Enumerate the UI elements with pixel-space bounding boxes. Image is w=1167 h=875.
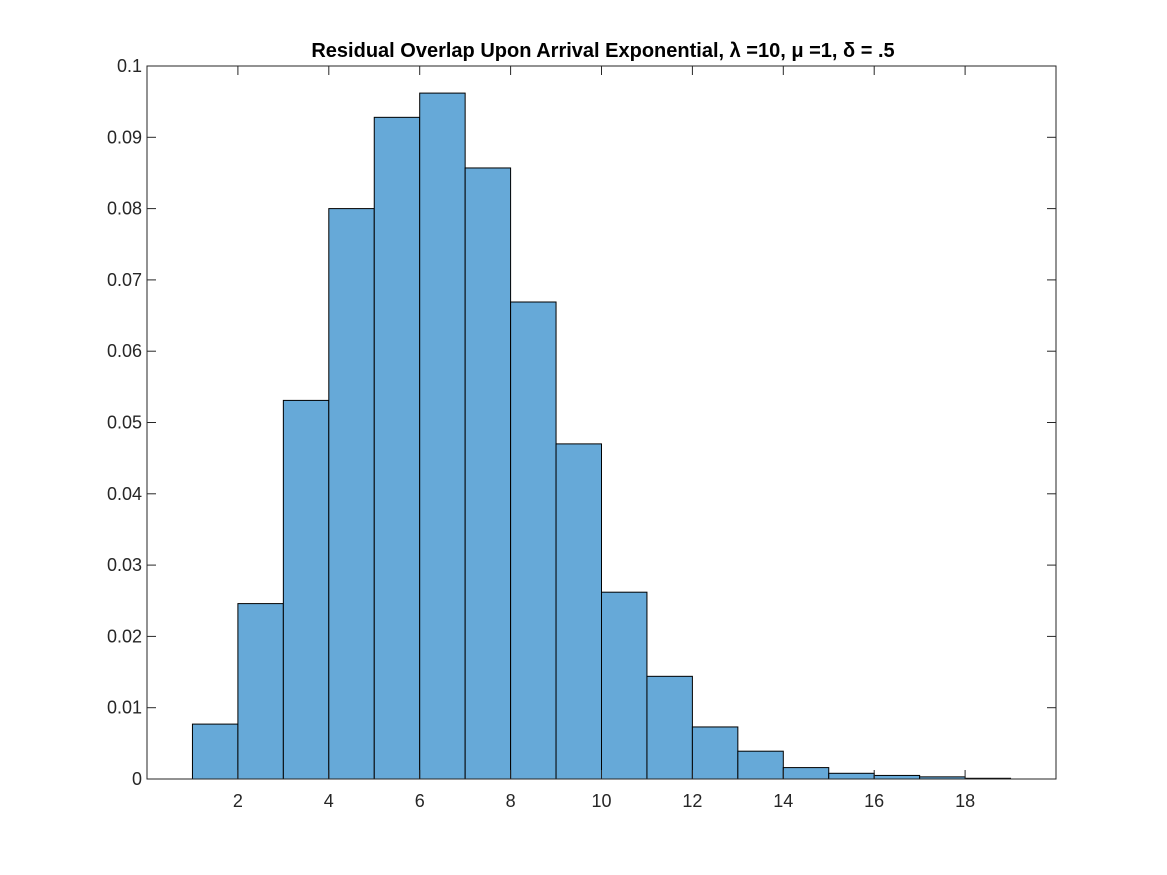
y-tick-label: 0.01 <box>107 698 142 718</box>
x-tick-label: 18 <box>955 791 975 811</box>
x-tick-label: 16 <box>864 791 884 811</box>
x-tick-label: 10 <box>591 791 611 811</box>
x-tick-label: 2 <box>233 791 243 811</box>
bars-group <box>191 92 1012 780</box>
y-tick-label: 0.07 <box>107 270 142 290</box>
x-tick-label: 12 <box>682 791 702 811</box>
histogram-bar <box>328 208 375 780</box>
y-tick-label: 0.04 <box>107 484 142 504</box>
x-tick-label: 4 <box>324 791 334 811</box>
histogram-bar <box>601 591 648 780</box>
y-tick-label: 0.03 <box>107 555 142 575</box>
histogram-bar <box>373 116 421 780</box>
histogram-bar <box>191 723 239 780</box>
histogram-bar <box>555 443 602 780</box>
y-tick-label: 0.05 <box>107 413 142 433</box>
histogram-bar <box>282 399 330 780</box>
histogram-bar <box>237 603 284 780</box>
axes-group: 2 4 6 8 10 12 14 16 18 0 0.01 0.02 0.03 0.04 0.05 0.06 0… <box>107 56 1057 811</box>
histogram-bar <box>646 675 693 780</box>
histogram-bar <box>464 167 512 780</box>
y-tick-label: 0 <box>132 769 142 789</box>
histogram-bar <box>828 772 875 780</box>
histogram-bar <box>782 767 830 780</box>
histogram-bar <box>737 750 784 780</box>
y-tick-label: 0.06 <box>107 341 142 361</box>
x-tick-label: 8 <box>506 791 516 811</box>
x-tick-label: 6 <box>415 791 425 811</box>
histogram-bar <box>419 92 466 780</box>
x-tick-label: 14 <box>773 791 793 811</box>
chart-title: Residual Overlap Upon Arrival Exponentia… <box>311 40 894 62</box>
histogram-bar <box>691 726 739 780</box>
histogram-bar <box>510 301 557 780</box>
y-tick-label: 0.1 <box>117 56 142 76</box>
histogram-bar <box>873 774 921 780</box>
y-tick-label: 0.08 <box>107 199 142 219</box>
y-tick-label: 0.09 <box>107 127 142 147</box>
y-tick-label: 0.02 <box>107 626 142 646</box>
